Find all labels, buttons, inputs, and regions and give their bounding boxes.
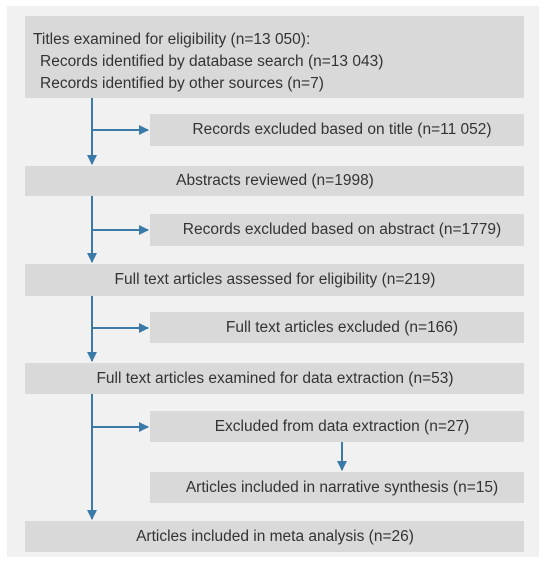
- node-text: Titles examined for eligibility (n=13 05…: [33, 31, 310, 48]
- node-text: Excluded from data extraction (n=27): [215, 418, 470, 435]
- node-text: Records identified by other sources (n=7…: [40, 75, 324, 92]
- box: [150, 114, 524, 146]
- box: [25, 16, 524, 98]
- node-text: Records excluded based on abstract (n=17…: [183, 221, 501, 238]
- node-text: Abstracts reviewed (n=1998): [176, 172, 374, 189]
- node-text: Articles included in meta analysis (n=26…: [136, 528, 414, 545]
- node-text: Full text articles excluded (n=166): [226, 319, 458, 336]
- node-text: Records excluded based on title (n=11 05…: [192, 121, 491, 138]
- node-text: Records identified by database search (n…: [40, 53, 383, 70]
- box: [25, 264, 524, 296]
- node-text: Full text articles assessed for eligibil…: [115, 271, 436, 288]
- node-text: Full text articles examined for data ext…: [96, 370, 453, 387]
- box: [150, 411, 524, 442]
- box: [25, 363, 524, 394]
- box: [150, 312, 524, 343]
- box: [150, 214, 524, 246]
- arrows: [87, 98, 347, 520]
- box: [25, 166, 524, 196]
- box: [25, 521, 524, 552]
- node-text: Articles included in narrative synthesis…: [186, 479, 498, 496]
- box: [150, 472, 524, 503]
